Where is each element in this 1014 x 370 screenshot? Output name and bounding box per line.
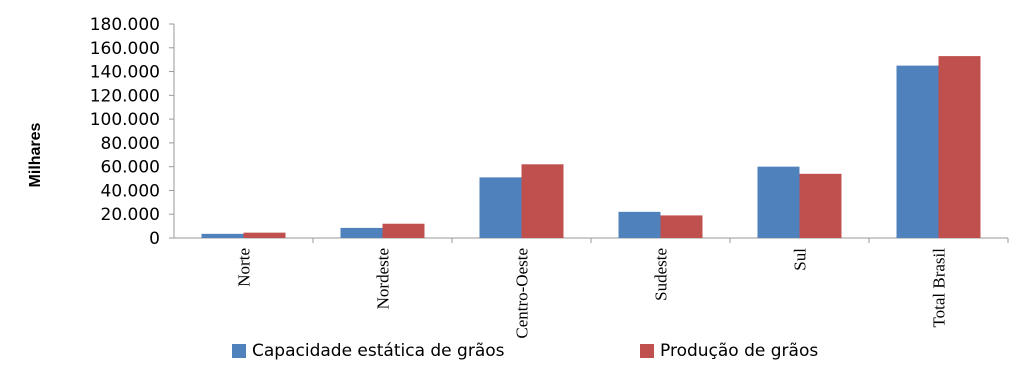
bar-producao-4 (799, 173, 842, 238)
category-labels: Norte Nordeste Centro-Oeste Sudeste Sul Total… (235, 248, 949, 339)
y-tick-label: 20.000 (101, 205, 160, 225)
y-axis-title: Milhares (27, 122, 44, 187)
bar-capacidade-4 (757, 166, 800, 238)
category-label-5: Total Brasil (930, 248, 949, 328)
y-tick-label: 140.000 (90, 63, 160, 83)
bar-capacidade-2 (479, 177, 522, 238)
bar-capacidade-0 (201, 233, 244, 238)
bars (201, 56, 1009, 243)
bar-producao-2 (521, 164, 564, 238)
category-label-4: Sul (791, 248, 810, 271)
legend-label-0: Capacidade estática de grãos (252, 341, 505, 361)
y-tick-label: 80.000 (101, 134, 160, 154)
y-tick-label: 60.000 (101, 158, 160, 178)
bar-capacidade-3 (618, 211, 661, 238)
y-axis-ticks: 0 20.000 40.000 60.000 80.000 100.000 120.000 1… (90, 15, 174, 249)
bar-capacidade-5 (896, 65, 939, 238)
category-label-0: Norte (235, 248, 254, 287)
category-label-2: Centro-Oeste (513, 248, 532, 339)
legend-swatch-0 (232, 344, 246, 358)
y-tick-label: 0 (149, 229, 160, 249)
y-tick-label: 160.000 (90, 39, 160, 59)
y-tick-label: 40.000 (101, 181, 160, 201)
y-axis-title-group: Milhares (27, 122, 44, 187)
bar-capacidade-1 (340, 227, 383, 238)
y-tick-label: 100.000 (90, 110, 160, 130)
y-tick-label: 180.000 (90, 15, 160, 35)
bar-producao-3 (660, 215, 703, 238)
y-tick-label: 120.000 (90, 86, 160, 106)
bar-producao-0 (243, 232, 286, 238)
bar-producao-5 (938, 56, 981, 238)
legend: Capacidade estática de grãos Produção de … (232, 341, 818, 361)
bar-producao-1 (382, 223, 425, 238)
legend-label-1: Produção de grãos (660, 341, 818, 361)
category-label-3: Sudeste (652, 248, 671, 301)
legend-swatch-1 (640, 344, 654, 358)
category-label-1: Nordeste (374, 248, 393, 309)
